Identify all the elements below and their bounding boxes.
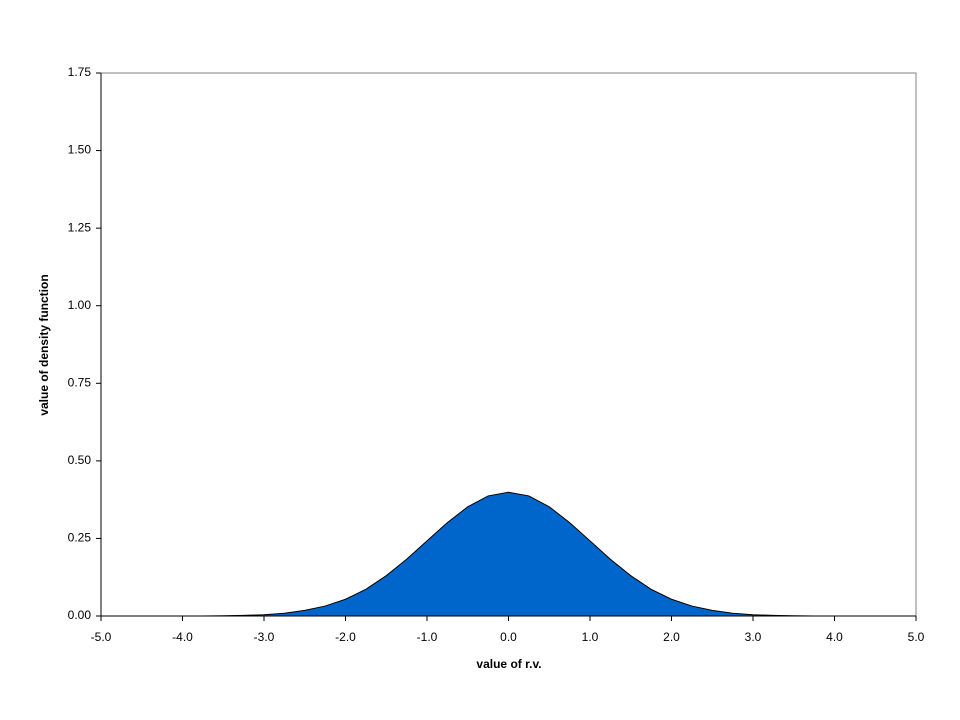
x-axis-title: value of r.v. <box>476 657 541 671</box>
y-tick-label: 1.50 <box>68 143 92 157</box>
x-tick-label: 0.0 <box>500 630 517 644</box>
x-tick-label: 2.0 <box>663 630 680 644</box>
x-tick-label: -3.0 <box>254 630 275 644</box>
y-tick-label: 1.25 <box>68 220 92 234</box>
y-tick-label: 0.75 <box>68 375 92 389</box>
y-tick-label: 1.00 <box>68 298 92 312</box>
x-tick-label: 1.0 <box>582 630 599 644</box>
y-axis-title: value of density function <box>37 274 51 415</box>
x-tick-label: 3.0 <box>745 630 762 644</box>
y-tick-label: 0.25 <box>68 531 92 545</box>
y-tick-label: 1.75 <box>68 65 92 79</box>
x-tick-label: -5.0 <box>91 630 112 644</box>
x-tick-label: -4.0 <box>172 630 193 644</box>
x-tick-label: 4.0 <box>826 630 843 644</box>
x-tick-label: -2.0 <box>335 630 356 644</box>
x-tick-label: -1.0 <box>417 630 438 644</box>
x-tick-label: 5.0 <box>908 630 925 644</box>
y-tick-label: 0.00 <box>68 608 92 622</box>
y-tick-label: 0.50 <box>68 453 92 467</box>
